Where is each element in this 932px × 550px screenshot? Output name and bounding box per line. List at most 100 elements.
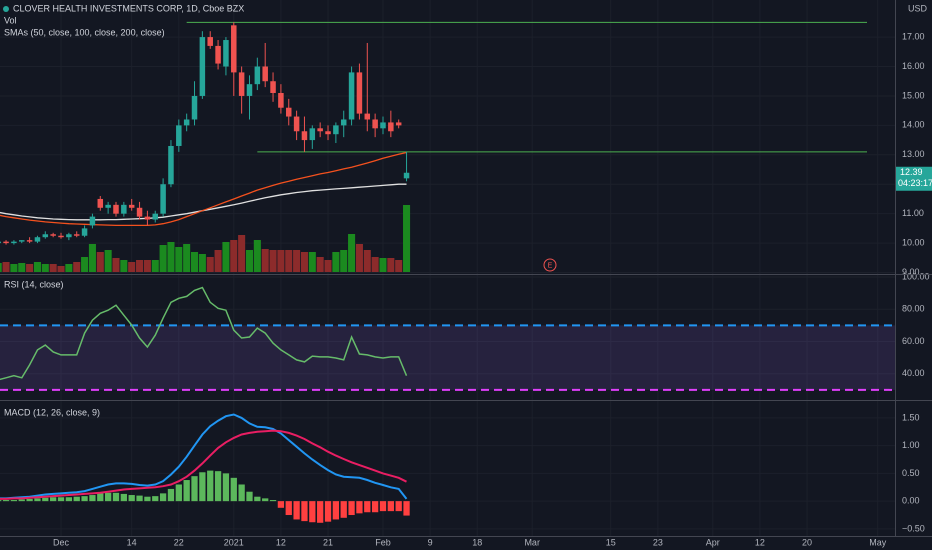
volume-bar	[33, 262, 41, 272]
volume-legend[interactable]: Vol	[4, 15, 17, 25]
histogram-bar	[324, 501, 332, 522]
candle-body	[152, 213, 159, 220]
candle-body	[309, 128, 316, 141]
volume-bar	[175, 247, 183, 272]
candle-body	[89, 216, 96, 226]
y-tick-label: −0.50	[902, 523, 925, 533]
histogram-bar	[285, 501, 292, 516]
histogram-bar	[34, 498, 41, 502]
x-tick-label: 14	[127, 537, 137, 547]
rsi-legend[interactable]: RSI (14, close)	[4, 279, 64, 289]
y-tick-label: 1.50	[902, 412, 920, 422]
x-tick-label: 18	[472, 537, 482, 547]
histogram-bar	[42, 497, 49, 502]
y-tick-label: 0.50	[902, 468, 920, 478]
y-tick-label: 40.00	[902, 368, 925, 378]
volume-bar	[395, 260, 403, 272]
histogram-bar	[18, 499, 25, 502]
candle-body	[34, 237, 41, 242]
candle-body	[160, 184, 166, 214]
countdown: 04:23:17	[898, 178, 932, 188]
candle-body	[113, 204, 119, 214]
candle-body	[325, 131, 331, 135]
volume-bar	[65, 264, 73, 272]
histogram-bar	[0, 500, 2, 502]
volume-bar	[222, 242, 230, 272]
candle-body	[317, 128, 323, 132]
volume-bar	[26, 264, 34, 272]
histogram-bar	[379, 501, 387, 512]
histogram-bar	[65, 497, 73, 502]
volume-bar	[143, 260, 151, 272]
histogram-bar	[136, 495, 143, 502]
candle-body	[301, 131, 308, 141]
candle-body	[270, 81, 276, 94]
candle-body	[19, 240, 25, 242]
candle-body	[73, 234, 80, 236]
currency[interactable]: USD	[908, 3, 928, 13]
candle-body	[380, 122, 386, 129]
volume-bar	[245, 250, 254, 272]
histogram-bar	[269, 500, 277, 502]
candle-body	[364, 113, 371, 120]
histogram-bar	[222, 473, 230, 502]
histogram-bar	[97, 493, 104, 502]
histogram-bar	[175, 484, 182, 502]
volume-bar	[183, 244, 191, 272]
histogram-bar	[332, 501, 340, 520]
volume-bar	[49, 264, 57, 272]
histogram-bar	[73, 496, 80, 502]
histogram-bar	[214, 471, 222, 502]
histogram-bar	[81, 496, 88, 502]
volume-bar	[363, 250, 371, 272]
y-tick-label: 0.00	[902, 496, 920, 506]
histogram-bar	[159, 493, 167, 502]
x-tick-label: 2021	[224, 537, 244, 547]
symbol-title[interactable]: CLOVER HEALTH INVESTMENTS CORP, 1D, Cboe…	[13, 3, 244, 13]
volume-bar	[300, 252, 308, 272]
x-tick-label: Mar	[524, 537, 540, 547]
volume-bar	[230, 240, 238, 272]
histogram-bar	[112, 492, 120, 502]
histogram-bar	[128, 495, 135, 502]
y-tick-label: 100.00	[902, 271, 930, 281]
x-tick-label: 20	[802, 537, 812, 547]
sma-legend[interactable]: SMAs (50, close, 100, close, 200, close)	[4, 27, 165, 37]
x-tick-label: 9	[428, 537, 433, 547]
histogram-bar	[309, 501, 316, 523]
histogram-bar	[340, 501, 347, 518]
y-tick-label: 14.00	[902, 120, 925, 130]
y-tick-label: 17.00	[902, 31, 925, 41]
candle-body	[81, 228, 88, 236]
candle-body	[254, 66, 261, 85]
x-tick-label: 23	[653, 537, 663, 547]
histogram-bar	[254, 496, 261, 502]
histogram-bar	[364, 501, 371, 513]
candle-body	[3, 241, 9, 244]
x-tick-label: Apr	[706, 537, 720, 547]
histogram-bar	[277, 501, 285, 508]
volume-bar	[190, 252, 199, 272]
histogram-bar	[57, 497, 65, 502]
histogram-bar	[152, 496, 159, 502]
macd-line	[0, 429, 407, 500]
histogram-bar	[89, 495, 96, 502]
sma-line	[0, 151, 407, 227]
volume-bar	[81, 257, 89, 272]
earnings-marker[interactable]	[543, 258, 557, 272]
candle-body	[372, 119, 378, 129]
y-tick-label: 60.00	[902, 336, 925, 346]
histogram-bar	[10, 500, 18, 502]
price-tag-label: 12.39	[900, 167, 923, 177]
volume-bar	[18, 263, 26, 272]
candle-body	[388, 122, 394, 132]
candle-body	[97, 198, 104, 208]
macd-legend[interactable]: MACD (12, 26, close, 9)	[4, 407, 100, 417]
histogram-bar	[293, 501, 300, 520]
candle-body	[42, 234, 49, 238]
volume-bar	[0, 263, 2, 272]
macd-line	[0, 413, 408, 500]
y-tick-label: 11.00	[902, 208, 924, 218]
histogram-bar	[120, 493, 127, 502]
x-tick-label: 21	[323, 537, 333, 547]
